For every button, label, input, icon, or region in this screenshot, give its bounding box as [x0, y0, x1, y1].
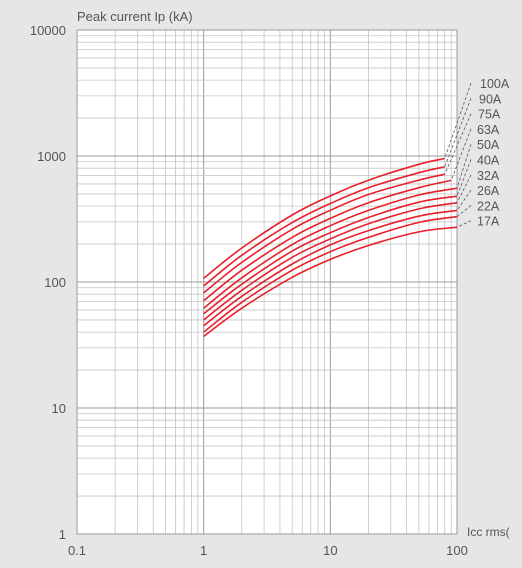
series-line-50A — [203, 187, 458, 309]
leader-line — [456, 205, 472, 218]
leader-line — [456, 159, 472, 197]
series-line-75A — [203, 173, 445, 294]
x-axis-label: Icc rms( — [467, 525, 510, 539]
series-line-22A — [203, 215, 458, 333]
leader-line — [456, 144, 472, 189]
series-line-26A — [203, 209, 458, 327]
series-group — [203, 157, 458, 338]
leader-line — [456, 220, 472, 228]
series-line-17A — [203, 226, 458, 338]
y-tick-label: 1000 — [37, 149, 66, 164]
series-line-32A — [203, 202, 458, 321]
leader-lines — [444, 82, 472, 228]
y-tick-label: 1 — [59, 527, 66, 542]
series-label: 40A — [477, 154, 500, 168]
series-label: 32A — [477, 169, 500, 183]
leader-line — [444, 82, 472, 159]
series-label: 100A — [480, 77, 510, 91]
leader-line — [444, 113, 472, 175]
series-label: 75A — [478, 108, 501, 122]
y-tick-label: 100 — [44, 275, 66, 290]
leader-line — [450, 128, 472, 181]
series-label: 22A — [477, 199, 500, 213]
series-label: 17A — [477, 215, 500, 229]
y-tick-labels: 1 10 100 1000 10000 — [30, 23, 66, 542]
x-tick-label: 100 — [446, 543, 468, 558]
series-line-90A — [203, 166, 445, 287]
y-tick-label: 10000 — [30, 23, 66, 38]
x-tick-labels: 0.1 1 10 100 — [68, 543, 468, 558]
leader-line — [456, 189, 472, 211]
grid — [76, 29, 458, 535]
x-tick-label: 10 — [323, 543, 337, 558]
series-label: 90A — [479, 92, 502, 106]
series-line-63A — [203, 179, 452, 302]
series-line-40A — [203, 195, 458, 315]
y-axis-label: Peak current Ip (kA) — [77, 9, 193, 24]
series-label: 26A — [477, 184, 500, 198]
x-tick-label: 0.1 — [68, 543, 86, 558]
series-label: 63A — [477, 123, 500, 137]
series-line-100A — [203, 157, 445, 279]
y-tick-label: 10 — [52, 401, 66, 416]
leader-line — [456, 174, 472, 204]
leader-line — [444, 98, 472, 168]
x-tick-label: 1 — [200, 543, 207, 558]
series-label: 50A — [477, 138, 500, 152]
